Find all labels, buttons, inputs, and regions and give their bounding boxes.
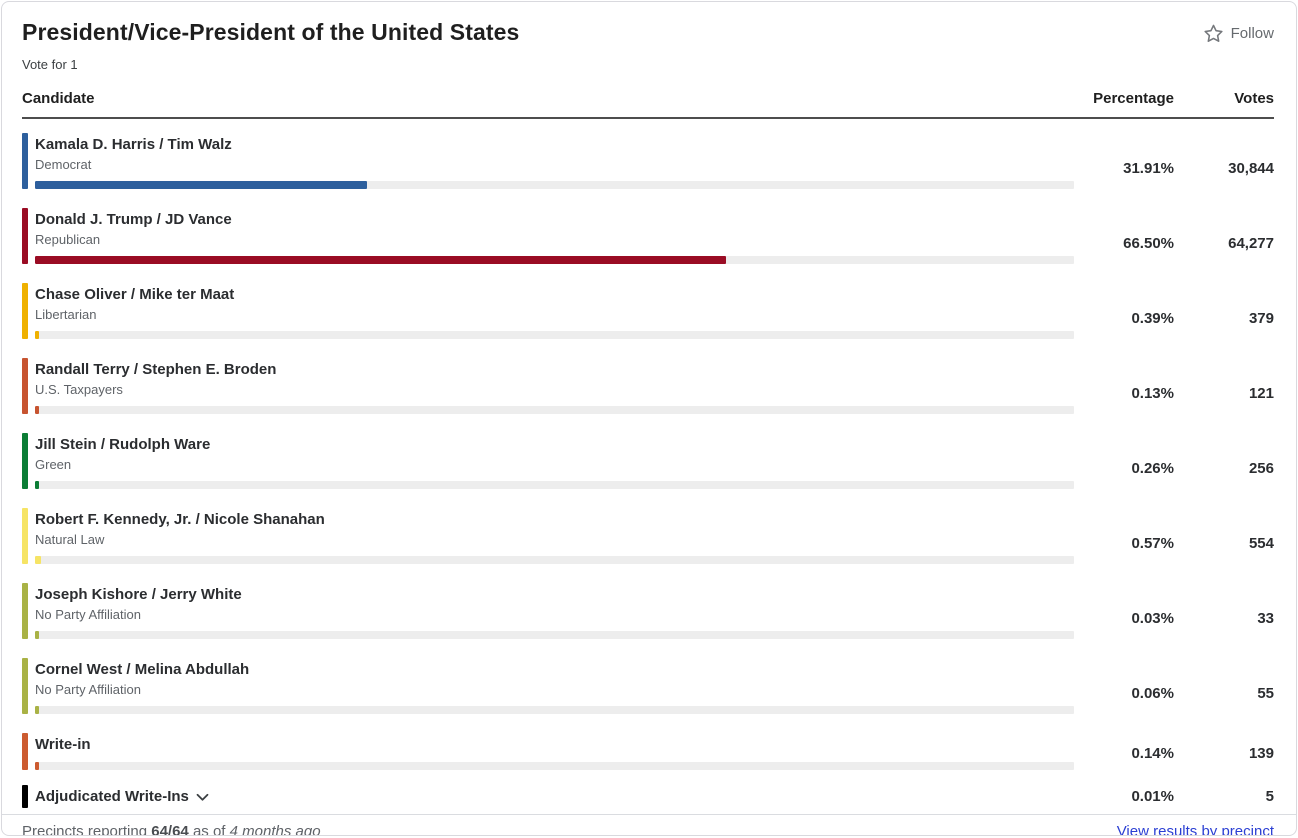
candidate-name: Chase Oliver / Mike ter Maat <box>35 286 235 303</box>
votes-value: 30,844 <box>1228 159 1274 177</box>
candidate-name: Cornel West / Melina Abdullah <box>35 661 250 678</box>
candidate-party: Republican <box>35 232 101 247</box>
column-header-row: Candidate Percentage Votes <box>22 90 1274 119</box>
candidate-party: No Party Affiliation <box>35 682 141 697</box>
candidate-row: Robert F. Kennedy, Jr. / Nicole Shanahan… <box>2 499 1296 574</box>
candidate-row: Jill Stein / Rudolph Ware Green 0.26% 25… <box>2 424 1296 499</box>
candidate-row: Joseph Kishore / Jerry White No Party Af… <box>2 574 1296 649</box>
party-color-accent <box>22 208 28 264</box>
vote-share-bar-track <box>35 181 1074 189</box>
percentage-value: 0.03% <box>1131 609 1174 627</box>
votes-value: 5 <box>1265 787 1274 805</box>
candidate-party: Natural Law <box>35 532 105 547</box>
view-results-by-precinct-link[interactable]: View results by precinct <box>1116 822 1274 836</box>
vote-share-bar-fill <box>35 556 41 564</box>
party-color-accent <box>22 133 28 189</box>
vote-share-bar-track <box>35 481 1074 489</box>
candidate-list: Kamala D. Harris / Tim Walz Democrat 31.… <box>2 119 1296 814</box>
percentage-value: 0.39% <box>1131 309 1174 327</box>
last-updated-time: 4 months ago <box>229 822 321 836</box>
votes-value: 554 <box>1248 534 1274 552</box>
page-title: President/Vice-President of the United S… <box>22 19 520 45</box>
percentage-value: 0.57% <box>1131 534 1174 552</box>
vote-share-bar-track <box>35 762 1074 770</box>
candidate-row: Cornel West / Melina Abdullah No Party A… <box>2 649 1296 724</box>
candidate-name: Joseph Kishore / Jerry White <box>35 586 242 603</box>
candidate-party: Democrat <box>35 157 92 172</box>
candidate-party: No Party Affiliation <box>35 607 141 622</box>
vote-share-bar-track <box>35 406 1074 414</box>
chevron-down-icon <box>196 787 209 808</box>
party-color-accent <box>22 785 28 808</box>
candidate-name: Robert F. Kennedy, Jr. / Nicole Shanahan <box>35 511 325 528</box>
vote-share-bar-track <box>35 631 1074 639</box>
percentage-value: 0.06% <box>1131 684 1174 702</box>
party-color-accent <box>22 583 28 639</box>
vote-share-bar-track <box>35 256 1074 264</box>
percentage-value: 0.26% <box>1131 459 1174 477</box>
candidate-row: Donald J. Trump / JD Vance Republican 66… <box>2 199 1296 274</box>
vote-share-bar-fill <box>35 762 39 770</box>
candidate-row: Write-in 0.14% 139 <box>2 724 1296 780</box>
percentage-value: 66.50% <box>1123 234 1174 252</box>
precincts-count: 64/64 <box>151 822 189 836</box>
vote-share-bar-track <box>35 706 1074 714</box>
votes-value: 55 <box>1257 684 1274 702</box>
party-color-accent <box>22 283 28 339</box>
vote-share-bar-fill <box>35 331 40 339</box>
candidate-row[interactable]: Adjudicated Write-Ins 0.01% 5 <box>2 780 1296 814</box>
follow-button[interactable]: Follow <box>1203 23 1274 44</box>
candidate-party: Green <box>35 457 72 472</box>
votes-value: 121 <box>1248 384 1274 402</box>
percentage-value: 0.13% <box>1131 384 1174 402</box>
precincts-reporting-text: Precincts reporting 64/64 as of 4 months… <box>22 822 321 836</box>
follow-label: Follow <box>1230 25 1274 42</box>
votes-value: 64,277 <box>1228 234 1274 252</box>
results-footer: Precincts reporting 64/64 as of 4 months… <box>2 813 1296 836</box>
party-color-accent <box>22 508 28 564</box>
vote-share-bar-track <box>35 331 1074 339</box>
candidate-row: Randall Terry / Stephen E. Broden U.S. T… <box>2 349 1296 424</box>
candidate-name: Kamala D. Harris / Tim Walz <box>35 136 232 153</box>
party-color-accent <box>22 433 28 489</box>
candidate-name: Jill Stein / Rudolph Ware <box>35 436 211 453</box>
percentage-value: 0.14% <box>1131 745 1174 762</box>
vote-for-text: Vote for 1 <box>22 57 78 72</box>
contest-header: President/Vice-President of the United S… <box>2 2 1296 72</box>
candidate-name: Randall Terry / Stephen E. Broden <box>35 361 277 378</box>
party-color-accent <box>22 358 28 414</box>
candidate-row: Chase Oliver / Mike ter Maat Libertarian… <box>2 274 1296 349</box>
votes-value: 256 <box>1248 459 1274 477</box>
party-color-accent <box>22 733 28 770</box>
vote-share-bar-fill <box>35 181 367 189</box>
vote-share-bar-fill <box>35 406 39 414</box>
candidate-party: Libertarian <box>35 307 97 322</box>
vote-share-bar-fill <box>35 706 39 714</box>
vote-share-bar-track <box>35 556 1074 564</box>
party-color-accent <box>22 658 28 714</box>
candidate-row: Kamala D. Harris / Tim Walz Democrat 31.… <box>2 124 1296 199</box>
percentage-value: 31.91% <box>1123 159 1174 177</box>
candidate-name: Adjudicated Write-Ins <box>35 786 1074 808</box>
votes-value: 33 <box>1257 609 1274 627</box>
vote-share-bar-fill <box>35 256 726 264</box>
column-header-percentage: Percentage <box>1093 90 1174 107</box>
column-header-candidate: Candidate <box>22 90 95 107</box>
candidate-party: U.S. Taxpayers <box>35 382 123 397</box>
vote-share-bar-fill <box>35 631 39 639</box>
votes-value: 139 <box>1248 745 1274 762</box>
votes-value: 379 <box>1248 309 1274 327</box>
candidate-name: Donald J. Trump / JD Vance <box>35 211 232 228</box>
column-header-votes: Votes <box>1234 90 1274 107</box>
candidate-name: Write-in <box>35 736 91 753</box>
vote-share-bar-fill <box>35 481 39 489</box>
percentage-value: 0.01% <box>1131 787 1174 805</box>
star-outline-icon <box>1203 23 1224 44</box>
